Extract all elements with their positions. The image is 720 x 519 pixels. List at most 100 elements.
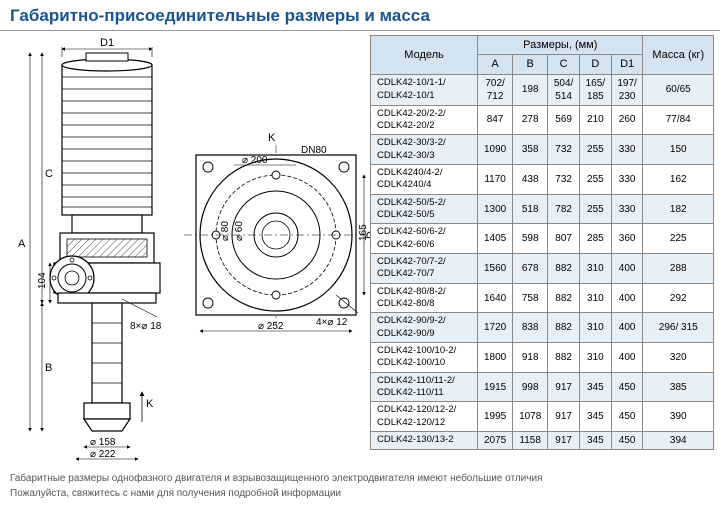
cell-dim: 198 [513, 74, 548, 105]
table-row: CDLK42-130/13-220751158917345450394 [371, 432, 714, 450]
cell-dim: 450 [611, 432, 643, 450]
cell-mass: 162 [643, 164, 714, 194]
cell-dim: 1078 [513, 402, 548, 432]
cell-mass: 150 [643, 135, 714, 165]
cell-mass: 288 [643, 254, 714, 284]
cell-dim: 847 [478, 105, 513, 135]
cell-dim: 310 [579, 254, 611, 284]
cell-mass: 292 [643, 283, 714, 313]
note-8x18: 8×⌀ 18 [130, 321, 162, 332]
cell-dim: 345 [579, 432, 611, 450]
cell-dim: 400 [611, 254, 643, 284]
technical-drawing: D1 A C B 104 8×⌀ 18 K ⌀ 158 [6, 35, 370, 465]
cell-mass: 225 [643, 224, 714, 254]
dim-104: 104 [37, 272, 48, 289]
cell-dim: 450 [611, 372, 643, 402]
cell-dim: 1640 [478, 283, 513, 313]
dim-A: A [18, 238, 26, 250]
cell-dim: 732 [548, 135, 580, 165]
cell-dim: 285 [579, 224, 611, 254]
cell-model: CDLK42-110/11-2/CDLK42-110/11 [371, 372, 478, 402]
dim-80: ⌀ 80 [220, 221, 231, 241]
th-mass: Масса (кг) [643, 36, 714, 75]
cell-model: CDLK42-30/3-2/CDLK42-30/3 [371, 135, 478, 165]
th-col: C [548, 55, 580, 74]
cell-dim: 598 [513, 224, 548, 254]
cell-dim: 882 [548, 283, 580, 313]
cell-dim: 1300 [478, 194, 513, 224]
cell-dim: 1915 [478, 372, 513, 402]
dim-D1: D1 [100, 37, 114, 49]
cell-model: CDLK42-120/12-2/CDLK42-120/12 [371, 402, 478, 432]
cell-dim: 260 [611, 105, 643, 135]
cell-dim: 2075 [478, 432, 513, 450]
cell-dim: 504/514 [548, 74, 580, 105]
table-row: CDLK4240/4-2/CDLK4240/411704387322553301… [371, 164, 714, 194]
cell-dim: 197/230 [611, 74, 643, 105]
cell-model: CDLK42-10/1-1/CDLK42-10/1 [371, 74, 478, 105]
cell-dim: 255 [579, 194, 611, 224]
table-row: CDLK42-20/2-2/CDLK42-20/2847278569210260… [371, 105, 714, 135]
cell-dim: 758 [513, 283, 548, 313]
cell-model: CDLK42-50/5-2/CDLK42-50/5 [371, 194, 478, 224]
cell-dim: 255 [579, 135, 611, 165]
cell-dim: 438 [513, 164, 548, 194]
table-row: CDLK42-10/1-1/CDLK42-10/1702/712198504/5… [371, 74, 714, 105]
cell-mass: 320 [643, 343, 714, 373]
table-row: CDLK42-70/7-2/CDLK42-70/7156067888231040… [371, 254, 714, 284]
cell-dim: 345 [579, 402, 611, 432]
dim-60: ⌀ 60 [234, 221, 245, 241]
table-row: CDLK42-110/11-2/CDLK42-110/1119159989173… [371, 372, 714, 402]
cell-dim: 1405 [478, 224, 513, 254]
cell-dim: 917 [548, 372, 580, 402]
cell-model: CDLK42-70/7-2/CDLK42-70/7 [371, 254, 478, 284]
page-title: Габаритно-присоединительные размеры и ма… [0, 0, 720, 31]
cell-dim: 210 [579, 105, 611, 135]
note-4x12: 4×⌀ 12 [316, 317, 348, 328]
cell-dim: 310 [579, 343, 611, 373]
cell-model: CDLK42-100/10-2/CDLK42-100/10 [371, 343, 478, 373]
cell-mass: 394 [643, 432, 714, 450]
table-row: CDLK42-50/5-2/CDLK42-50/5130051878225533… [371, 194, 714, 224]
cell-dim: 882 [548, 343, 580, 373]
cell-dim: 255 [579, 164, 611, 194]
dim-158: ⌀ 158 [90, 437, 116, 448]
cell-dim: 1800 [478, 343, 513, 373]
cell-dim: 400 [611, 343, 643, 373]
cell-dim: 678 [513, 254, 548, 284]
cell-dim: 400 [611, 313, 643, 343]
table-row: CDLK42-90/9-2/CDLK42-90/9172083888231040… [371, 313, 714, 343]
dim-200: ⌀ 200 [242, 155, 268, 166]
cell-dim: 732 [548, 164, 580, 194]
cell-mass: 77/84 [643, 105, 714, 135]
cell-mass: 390 [643, 402, 714, 432]
th-col: B [513, 55, 548, 74]
cell-dim: 360 [611, 224, 643, 254]
cell-dim: 1158 [513, 432, 548, 450]
cell-mass: 296/ 315 [643, 313, 714, 343]
cell-dim: 838 [513, 313, 548, 343]
note-line-1: Габаритные размеры однофазного двигателя… [10, 471, 710, 486]
cell-mass: 182 [643, 194, 714, 224]
cell-dim: 450 [611, 402, 643, 432]
cell-dim: 518 [513, 194, 548, 224]
cell-dim: 1560 [478, 254, 513, 284]
cell-dim: 165/185 [579, 74, 611, 105]
cell-dim: 330 [611, 164, 643, 194]
cell-dim: 702/712 [478, 74, 513, 105]
cell-model: CDLK42-90/9-2/CDLK42-90/9 [371, 313, 478, 343]
cell-dim: 1170 [478, 164, 513, 194]
cell-model: CDLK42-130/13-2 [371, 432, 478, 450]
th-dims: Размеры, (мм) [478, 36, 643, 55]
dim-252: ⌀ 252 [258, 321, 284, 332]
th-col: D [579, 55, 611, 74]
table-row: CDLK42-60/6-2/CDLK42-60/6140559880728536… [371, 224, 714, 254]
cell-dim: 1720 [478, 313, 513, 343]
content-row: D1 A C B 104 8×⌀ 18 K ⌀ 158 [0, 31, 720, 465]
dimensions-table: Модель Размеры, (мм) Масса (кг) ABCDD1 C… [370, 35, 714, 465]
cell-dim: 569 [548, 105, 580, 135]
cell-dim: 358 [513, 135, 548, 165]
table-row: CDLK42-120/12-2/CDLK42-120/1219951078917… [371, 402, 714, 432]
table-row: CDLK42-30/3-2/CDLK42-30/3109035873225533… [371, 135, 714, 165]
cell-dim: 917 [548, 402, 580, 432]
